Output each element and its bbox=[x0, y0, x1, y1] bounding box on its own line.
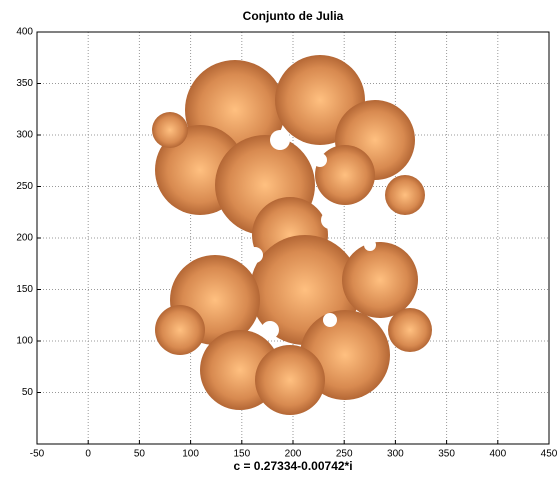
y-tick-label: 150 bbox=[16, 284, 33, 295]
x-tick-label: 450 bbox=[541, 449, 558, 460]
x-tick-label: 200 bbox=[285, 449, 302, 460]
chart: Conjunto de Julia c = 0.27334-0.00742*i … bbox=[0, 0, 559, 477]
x-axis-label: c = 0.27334-0.00742*i bbox=[233, 459, 352, 473]
x-tick-label: 250 bbox=[336, 449, 353, 460]
y-tick-label: 250 bbox=[16, 181, 33, 192]
x-tick-label: 300 bbox=[387, 449, 404, 460]
y-tick-label: 300 bbox=[16, 130, 33, 141]
x-tick-label: 100 bbox=[182, 449, 199, 460]
y-tick-label: 400 bbox=[16, 27, 33, 38]
y-tick-label: 100 bbox=[16, 336, 33, 347]
x-tick-label: -50 bbox=[30, 449, 45, 460]
x-tick-label: 400 bbox=[489, 449, 506, 460]
x-tick-label: 0 bbox=[85, 449, 91, 460]
chart-title: Conjunto de Julia bbox=[243, 9, 344, 23]
x-tick-label: 150 bbox=[233, 449, 250, 460]
y-tick-label: 200 bbox=[16, 233, 33, 244]
x-tick-label: 50 bbox=[134, 449, 146, 460]
x-tick-label: 350 bbox=[438, 449, 455, 460]
y-tick-label: 350 bbox=[16, 78, 33, 89]
y-tick-label: 50 bbox=[22, 387, 34, 398]
